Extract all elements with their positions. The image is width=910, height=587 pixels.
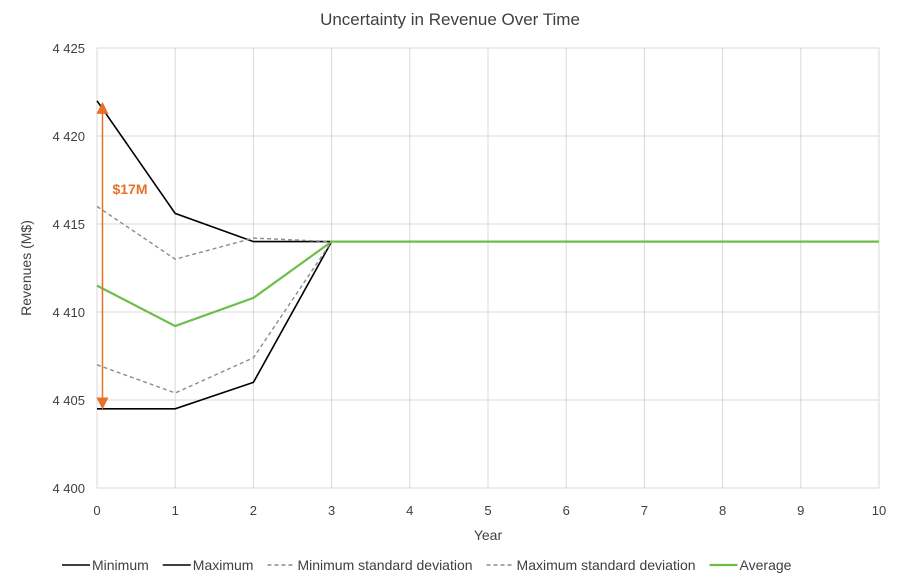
x-tick-label: 2: [250, 503, 257, 518]
y-tick-labels: 4 400 4 405 4 410 4 415 4 420 4 425: [52, 41, 85, 496]
series-line-maximum-standard-deviation: [96, 205, 879, 260]
x-tick-label: 6: [563, 503, 570, 518]
y-tick-label: 4 425: [52, 41, 85, 56]
legend: Minimum Maximum Minimum standard deviation…: [62, 557, 792, 573]
y-tick-label: 4 405: [52, 393, 85, 408]
range-annotation-label: $17M: [112, 181, 147, 197]
legend-label: Maximum: [193, 557, 254, 573]
series-lines: [96, 100, 879, 410]
x-tick-labels: 0 1 2 3 4 5 6 7 8 9 10: [93, 503, 886, 518]
x-axis-label: Year: [474, 527, 503, 543]
x-tick-label: 0: [93, 503, 100, 518]
x-tick-label: 7: [641, 503, 648, 518]
x-tick-label: 4: [406, 503, 413, 518]
y-tick-label: 4 400: [52, 481, 85, 496]
series-line-average: [96, 240, 879, 328]
x-tick-label: 1: [172, 503, 179, 518]
legend-label: Minimum: [92, 557, 149, 573]
legend-label: Minimum standard deviation: [297, 557, 472, 573]
annotations: $17M: [96, 101, 148, 410]
y-tick-label: 4 420: [52, 129, 85, 144]
grid: [96, 47, 880, 489]
legend-label: Average: [740, 557, 792, 573]
chart-title: Uncertainty in Revenue Over Time: [320, 10, 580, 29]
legend-label: Maximum standard deviation: [517, 557, 696, 573]
y-axis-label: Revenues (M$): [18, 220, 34, 316]
y-tick-label: 4 415: [52, 217, 85, 232]
x-tick-label: 10: [872, 503, 886, 518]
x-tick-label: 3: [328, 503, 335, 518]
x-tick-label: 9: [797, 503, 804, 518]
x-tick-label: 8: [719, 503, 726, 518]
y-tick-label: 4 410: [52, 305, 85, 320]
x-tick-label: 5: [484, 503, 491, 518]
